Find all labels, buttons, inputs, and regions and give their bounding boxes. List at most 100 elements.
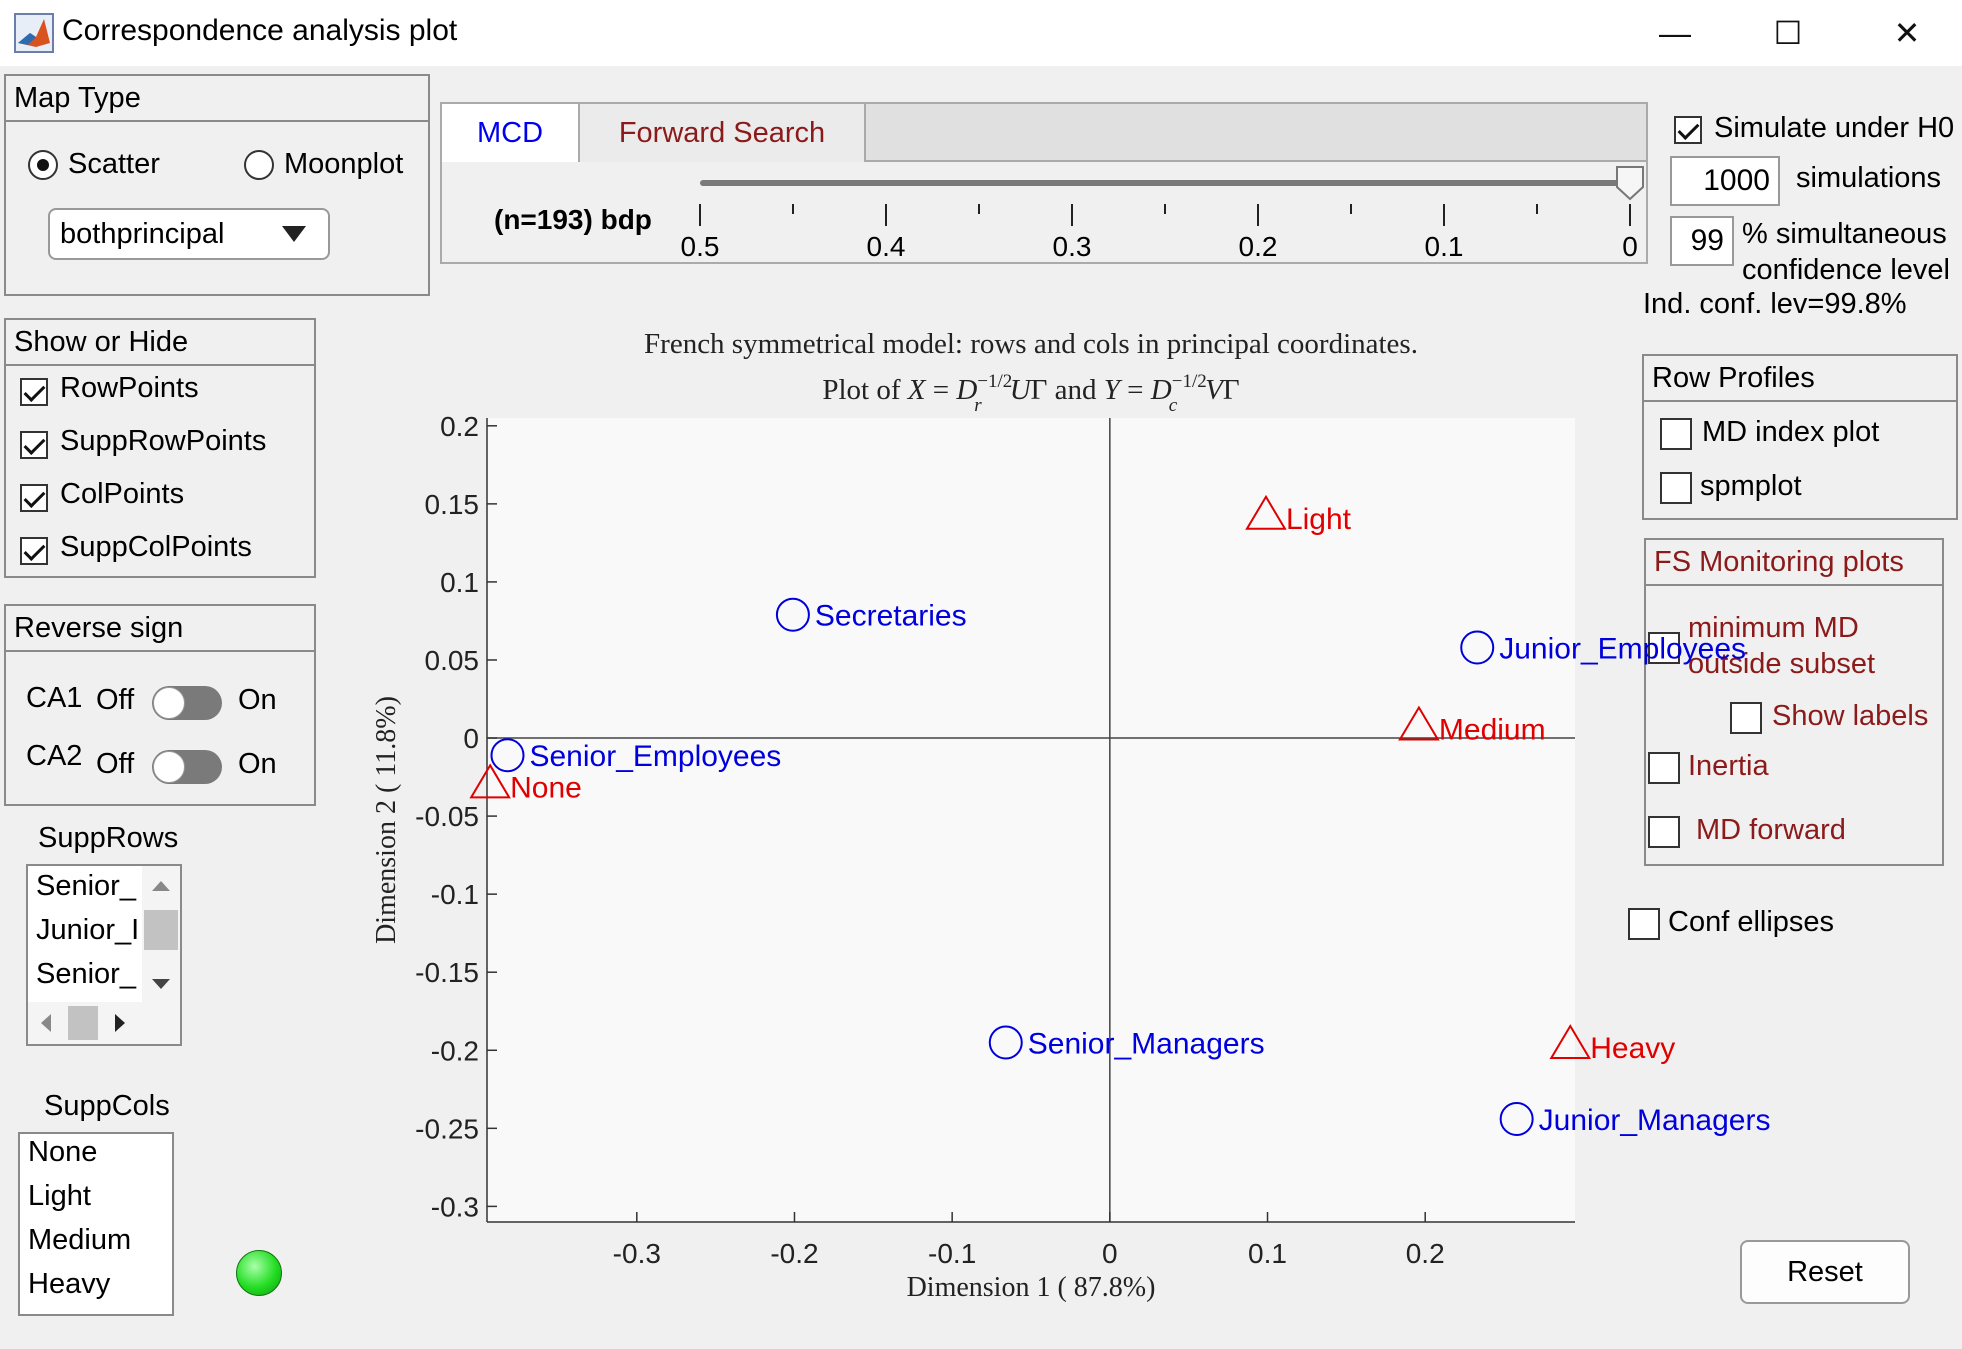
y-tick-label: 0.2: [440, 411, 479, 442]
minimum-md-checkbox[interactable]: [1648, 632, 1680, 664]
x-tick-label: 0: [1102, 1238, 1118, 1269]
status-led-icon: [236, 1250, 282, 1296]
ca1-label: CA1: [26, 682, 83, 714]
supp-cols-item-none[interactable]: None: [28, 1136, 98, 1168]
minimize-button[interactable]: —: [1659, 15, 1691, 51]
bdp-tick-label: 0.2: [1239, 231, 1278, 262]
moonplot-radio[interactable]: [244, 150, 274, 180]
maximize-button[interactable]: ☐: [1773, 15, 1803, 51]
ca1-on-label: On: [238, 684, 277, 716]
supp-cols-listbox[interactable]: None Light Medium Heavy: [18, 1132, 174, 1316]
col-point-label: Light: [1286, 503, 1352, 536]
window-title: Correspondence analysis plot: [62, 14, 458, 47]
plot-area: [487, 418, 1575, 1222]
tab-mcd[interactable]: MCD: [442, 104, 580, 162]
simulations-label: simulations: [1796, 162, 1942, 194]
supp-rows-item-2[interactable]: Junior_I: [36, 914, 140, 946]
ca2-off-label: Off: [96, 748, 135, 780]
scroll-down-icon[interactable]: [152, 978, 170, 990]
row-points-checkbox[interactable]: [20, 378, 48, 406]
col-points-label: ColPoints: [60, 478, 185, 510]
x-tick-label: -0.2: [770, 1238, 818, 1269]
supp-row-points-checkbox[interactable]: [20, 431, 48, 459]
supp-col-points-label: SuppColPoints: [60, 531, 252, 563]
conf-ellipses-label: Conf ellipses: [1668, 906, 1835, 938]
chevron-down-icon: [282, 226, 306, 242]
scroll-left-icon[interactable]: [40, 1014, 52, 1032]
row-point-label: Junior_Employees: [1499, 632, 1746, 665]
conf-ellipses-checkbox[interactable]: [1628, 908, 1660, 940]
supp-row-points-label: SuppRowPoints: [60, 425, 267, 457]
y-tick-label: 0.05: [425, 645, 480, 676]
minimum-md-label: minimum MD: [1688, 612, 1859, 644]
inertia-checkbox[interactable]: [1648, 752, 1680, 784]
md-index-plot-checkbox[interactable]: [1660, 418, 1692, 450]
supp-col-points-checkbox[interactable]: [20, 537, 48, 565]
col-point-marker[interactable]: [1398, 705, 1440, 741]
row-point-marker[interactable]: [490, 738, 525, 773]
y-tick-label: 0.1: [440, 567, 479, 598]
tab-forward-search[interactable]: Forward Search: [580, 104, 866, 162]
ca2-label: CA2: [26, 740, 83, 772]
row-point-marker[interactable]: [1499, 1101, 1534, 1136]
inertia-label: Inertia: [1688, 750, 1769, 782]
spmplot-checkbox[interactable]: [1660, 472, 1692, 504]
vertical-scrollbar[interactable]: [142, 866, 180, 1002]
row-point-marker[interactable]: [988, 1025, 1023, 1060]
col-point-marker[interactable]: [1549, 1024, 1592, 1060]
simulations-input[interactable]: 1000: [1670, 156, 1780, 206]
x-tick-label: 0.2: [1406, 1238, 1445, 1269]
row-point-marker[interactable]: [775, 597, 810, 632]
scatter-radio[interactable]: [28, 150, 58, 180]
col-point-label: Medium: [1439, 714, 1546, 747]
row-point-marker[interactable]: [1460, 630, 1495, 665]
reverse-sign-panel: Reverse sign CA1 Off On CA2 Off On: [4, 604, 316, 806]
bdp-label: (n=193) bdp: [494, 204, 652, 235]
simulate-label: Simulate under H0: [1714, 112, 1955, 144]
md-forward-checkbox[interactable]: [1648, 816, 1680, 848]
supp-rows-item-3[interactable]: Senior_: [36, 958, 136, 990]
confidence-input[interactable]: 99: [1670, 216, 1734, 266]
supp-rows-title: SuppRows: [38, 822, 179, 854]
y-tick-label: -0.25: [415, 1113, 479, 1144]
map-type-panel: Map Type Scatter Moonplot bothprincipal: [4, 74, 430, 296]
col-point-marker[interactable]: [469, 763, 511, 799]
bdp-tick-label: 0.1: [1425, 231, 1464, 262]
supp-cols-item-light[interactable]: Light: [28, 1180, 91, 1212]
ca2-toggle[interactable]: [152, 750, 222, 784]
y-tick-label: -0.15: [415, 957, 479, 988]
show-hide-panel: Show or Hide RowPoints SuppRowPoints Col…: [4, 318, 316, 578]
show-labels-checkbox[interactable]: [1730, 702, 1762, 734]
reset-button[interactable]: Reset: [1740, 1240, 1910, 1304]
y-tick-label: -0.3: [431, 1191, 479, 1222]
col-point-marker[interactable]: [1245, 494, 1287, 530]
supp-rows-listbox[interactable]: Senior_ Junior_I Senior_: [26, 864, 182, 1046]
bdp-slider-track[interactable]: [700, 180, 1630, 186]
horizontal-scrollbar[interactable]: [28, 1002, 180, 1044]
col-point-label: Heavy: [1590, 1032, 1675, 1065]
simulate-checkbox[interactable]: [1674, 116, 1702, 144]
map-type-dropdown[interactable]: bothprincipal: [48, 208, 330, 260]
col-points-checkbox[interactable]: [20, 484, 48, 512]
vertical-scroll-thumb[interactable]: [144, 910, 178, 950]
row-point-label: Junior_Managers: [1539, 1104, 1771, 1137]
spmplot-label: spmplot: [1700, 470, 1802, 502]
fs-monitoring-title: FS Monitoring plots: [1646, 540, 1942, 586]
md-forward-label: MD forward: [1696, 814, 1846, 846]
horizontal-scroll-thumb[interactable]: [68, 1006, 98, 1040]
fs-monitoring-panel: FS Monitoring plots minimum MD outside s…: [1644, 538, 1944, 866]
supp-cols-item-medium[interactable]: Medium: [28, 1224, 132, 1256]
x-tick-label: -0.1: [928, 1238, 976, 1269]
map-type-dropdown-value: bothprincipal: [60, 218, 225, 250]
moonplot-label: Moonplot: [284, 148, 404, 180]
supp-cols-item-heavy[interactable]: Heavy: [28, 1268, 111, 1300]
close-button[interactable]: ✕: [1893, 15, 1921, 51]
scroll-right-icon[interactable]: [114, 1014, 126, 1032]
supp-rows-item-1[interactable]: Senior_: [36, 870, 136, 902]
scroll-up-icon[interactable]: [152, 880, 170, 892]
col-point-label: None: [510, 771, 582, 804]
y-tick-label: -0.2: [431, 1035, 479, 1066]
bdp-slider-thumb[interactable]: [1616, 166, 1644, 201]
simultaneous-label: % simultaneous: [1742, 218, 1947, 250]
ca1-toggle[interactable]: [152, 686, 222, 720]
